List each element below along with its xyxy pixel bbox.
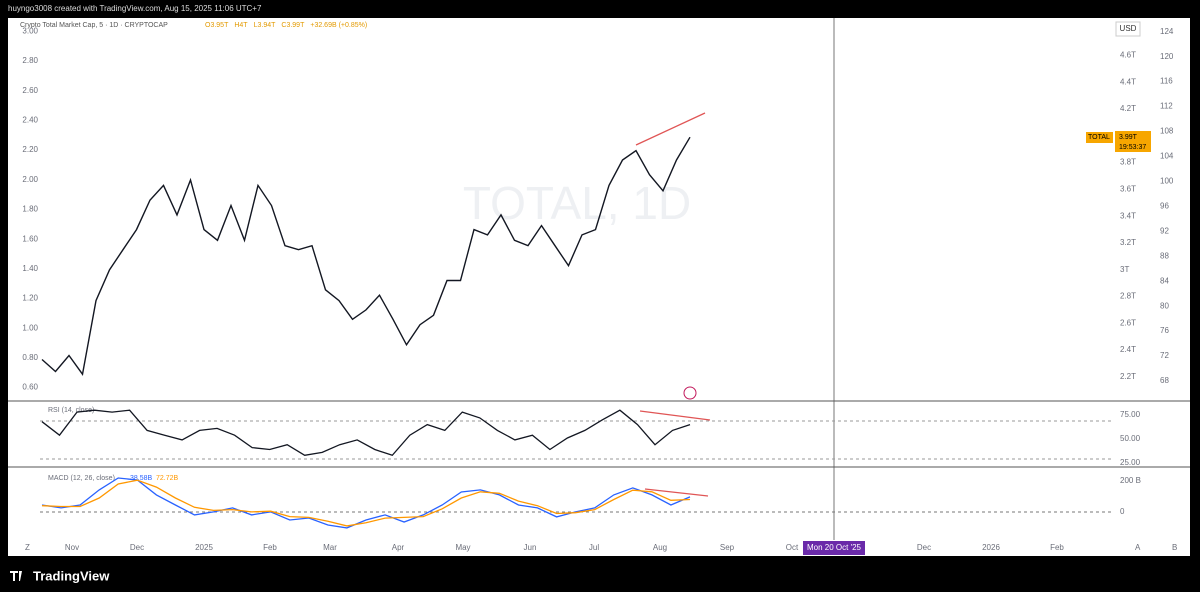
price-tag-name-box (1086, 132, 1113, 143)
y-tick-label: 1.00 (22, 323, 38, 332)
price-tag-countdown: 19:53:37 (1119, 144, 1146, 151)
x-tick-label: Jun (524, 543, 537, 552)
y-tick-label: 100 (1160, 177, 1174, 186)
y-tick-label: 75.00 (1120, 410, 1141, 419)
symbol: Crypto Total Market Cap, 5 · 1D · CRYPTO… (20, 22, 168, 29)
y-tick-label: 2.40 (22, 116, 38, 125)
x-tick-label: Jul (589, 543, 599, 552)
chart-area (8, 18, 1190, 556)
x-tick-label: May (455, 543, 470, 552)
y-tick-label: 0.60 (22, 383, 38, 392)
y-tick-label: 104 (1160, 152, 1174, 161)
button[interactable]: B (1172, 543, 1177, 552)
macd-line (41, 477, 691, 529)
ohlc-value: L3.94T (254, 22, 277, 29)
price-tag-box (1115, 131, 1151, 152)
ohlc-value: +32.69B (+0.85%) (310, 22, 367, 29)
button[interactable]: Z (25, 543, 30, 552)
y-tick-label: 1.80 (22, 205, 38, 214)
y-tick-label: 50.00 (1120, 434, 1141, 443)
trendline (644, 488, 709, 497)
y-tick-label: 2.80 (22, 56, 38, 65)
x-tick-label: Dec (917, 543, 931, 552)
y-tick-label: 2.4T (1120, 345, 1136, 354)
price-tag-value: 3.99T (1119, 134, 1138, 141)
x-tick-label: Mar (323, 543, 337, 552)
crosshair-box (803, 541, 865, 555)
x-tick-label: 2026 (982, 543, 1000, 552)
caption: huyngo3008 created with TradingView.com,… (8, 4, 262, 13)
price-tag-name: TOTAL (1088, 134, 1110, 141)
x-tick-label: Apr (392, 543, 405, 552)
y-tick-label: 3T (1120, 265, 1129, 274)
y-tick-label: 25.00 (1120, 458, 1141, 467)
ohlc-value: H4T (234, 22, 248, 29)
y-tick-label: 96 (1160, 201, 1169, 210)
y-tick-label: 68 (1160, 376, 1169, 385)
y-tick-label: 92 (1160, 226, 1169, 235)
y-tick-label: 4.4T (1120, 77, 1136, 86)
y-tick-label: 4.6T (1120, 51, 1136, 60)
y-tick-label: 1.20 (22, 294, 38, 303)
x-tick-label: 2025 (195, 543, 213, 552)
macd-label: MACD (12, 26, close) (48, 475, 115, 482)
watermark: TOTAL, 1D (463, 177, 691, 229)
brand: TradingView (33, 568, 110, 583)
y-tick-label: 76 (1160, 326, 1169, 335)
macd-legend: 38.58B (130, 475, 153, 482)
x-tick-label: Dec (130, 543, 144, 552)
macd-line (41, 479, 691, 527)
macd-legend: 72.72B (156, 475, 179, 482)
currency: USD (1120, 24, 1137, 33)
y-tick-label: 3.2T (1120, 238, 1136, 247)
y-tick-label: 72 (1160, 351, 1169, 360)
y-tick-label: 124 (1160, 27, 1174, 36)
y-tick-label: 200 B (1120, 476, 1141, 485)
y-tick-label: 112 (1160, 102, 1173, 111)
y-tick-label: 3.00 (22, 26, 38, 35)
x-tick-label: Sep (720, 543, 735, 552)
y-tick-label: 2.20 (22, 145, 38, 154)
y-tick-label: 3.4T (1120, 211, 1136, 220)
y-tick-label: 116 (1160, 77, 1173, 86)
currency-box (1115, 21, 1141, 37)
y-tick-label: 0 (1120, 507, 1125, 516)
y-tick-label: 2.6T (1120, 318, 1136, 327)
rsi-line (41, 409, 691, 457)
y-tick-label: 108 (1160, 127, 1174, 136)
y-tick-label: 1.40 (22, 264, 38, 273)
x-tick-label: Feb (263, 543, 277, 552)
y-tick-label: 2.60 (22, 86, 38, 95)
x-tick-label: Feb (1050, 543, 1064, 552)
y-tick-label: 4.2T (1120, 104, 1136, 113)
price-line (41, 136, 691, 376)
rsi-label: RSI (14, close) (48, 407, 94, 414)
ohlc-value: O3.95T (205, 22, 229, 29)
x-tick-label: Nov (65, 543, 79, 552)
y-tick-label: 80 (1160, 301, 1169, 310)
y-tick-label: 2.00 (22, 175, 38, 184)
x-tick-label: Aug (653, 543, 667, 552)
trendline (639, 410, 711, 421)
y-tick-label: 3.8T (1120, 158, 1136, 167)
y-tick-label: 0.80 (22, 353, 38, 362)
y-tick-label: 2.8T (1120, 292, 1136, 301)
y-tick-label: 1.60 (22, 234, 38, 243)
event-icon[interactable] (683, 386, 697, 400)
y-tick-label: 84 (1160, 276, 1169, 285)
y-tick-label: 120 (1160, 52, 1174, 61)
ohlc-value: C3.99T (281, 22, 305, 29)
button[interactable]: A (1135, 543, 1141, 552)
x-tick-label: Oct (786, 543, 799, 552)
y-tick-label: 2.2T (1120, 372, 1136, 381)
y-tick-label: 88 (1160, 251, 1169, 260)
y-tick-label: 3.6T (1120, 185, 1136, 194)
trendline (635, 112, 706, 146)
crosshair-label: Mon 20 Oct '25 (807, 543, 862, 552)
logo (10, 571, 22, 581)
